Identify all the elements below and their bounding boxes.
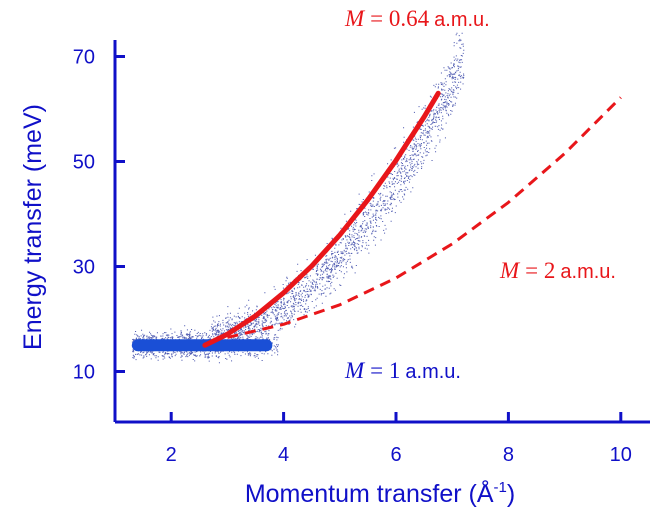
annotation-m064-var: M [344,6,366,31]
annotation-m064: M = 0.64 a.m.u. [344,6,490,31]
axes-layer: 2 4 6 8 10 10 30 50 70 [73,40,650,466]
x-axis-title-close: ) [507,480,515,508]
annotation-m064-eq: = 0.64 [370,6,429,31]
annotation-m064-unit: a.m.u. [434,9,490,31]
y-tick-label-3: 70 [73,47,95,69]
annotation-m2-var: M [499,258,521,283]
y-axis-title: Energy transfer (meV) [19,104,47,350]
annotation-m1-var: M [344,358,366,383]
annotation-m2-unit: a.m.u. [560,261,616,283]
scatter-points [131,32,465,364]
x-tick-label-3: 8 [503,444,514,466]
series-line-0 [202,90,441,348]
annotation-m1-eq: = 1 [370,358,400,383]
annotation-m2-eq: = 2 [525,258,555,283]
flat-band-layer [131,339,273,352]
x-tick-label-2: 6 [390,444,401,466]
series-line-2 [227,96,622,339]
y-tick-label-2: 50 [73,152,95,174]
x-tick-label-0: 2 [166,444,177,466]
annotation-m1: M = 1 a.m.u. [344,358,461,383]
x-tick-label-4: 10 [610,444,632,466]
fit-curves-layer [202,90,622,348]
y-tick-label-1: 30 [73,257,95,279]
annotation-m2: M = 2 a.m.u. [499,258,616,283]
y-tick-label-0: 10 [73,362,95,384]
annotation-m1-unit: a.m.u. [405,361,461,383]
scatter-points-layer [131,32,465,364]
x-axis-title-superscript: -1 [494,479,507,496]
flat-band-mark [131,339,273,352]
x-axis-title: Momentum transfer (Å-1) [245,478,515,508]
x-tick-label-1: 4 [278,444,289,466]
